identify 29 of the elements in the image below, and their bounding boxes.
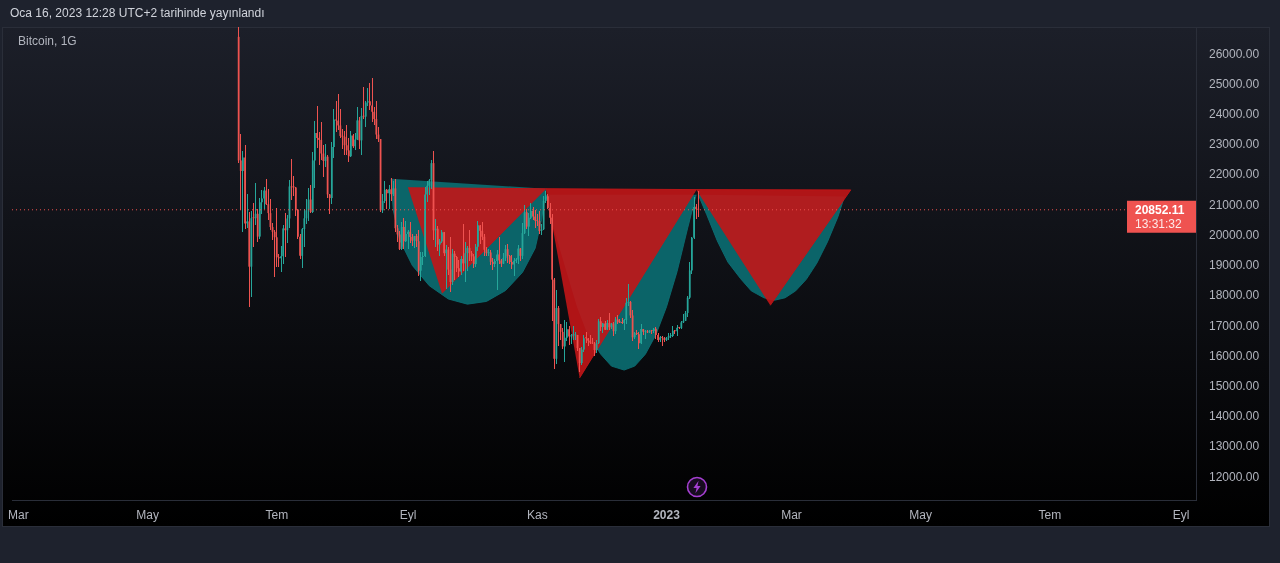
y-tick-label: 20000.00 bbox=[1209, 227, 1260, 242]
y-tick-label: 17000.00 bbox=[1209, 318, 1260, 333]
x-tick-label: Tem bbox=[265, 507, 289, 522]
x-tick-label: May bbox=[909, 507, 932, 522]
x-tick-label: Tem bbox=[1038, 507, 1062, 522]
x-tick-label: Mar bbox=[8, 507, 29, 522]
x-tick-label: May bbox=[136, 507, 159, 522]
y-tick-label: 26000.00 bbox=[1209, 46, 1260, 61]
x-tick-label: Kas bbox=[526, 507, 548, 522]
x-tick-label: Eyl bbox=[399, 507, 417, 522]
y-tick-label: 13000.00 bbox=[1209, 439, 1260, 454]
text: Oca 16, 2023 12:28 UTC+2 tarihinde yayınlandı bbox=[10, 6, 265, 20]
ref-line-label: 20852.11 bbox=[1135, 203, 1185, 218]
y-tick-label: 15000.00 bbox=[1209, 378, 1260, 393]
y-tick-label: 18000.00 bbox=[1209, 288, 1260, 303]
y-tick-label: 23000.00 bbox=[1209, 137, 1260, 152]
x-tick-label: 2023 bbox=[653, 507, 681, 522]
y-tick-label: 21000.00 bbox=[1209, 197, 1260, 212]
annotation: 13:31:32 bbox=[1135, 217, 1183, 232]
y-tick-label: 19000.00 bbox=[1209, 258, 1260, 273]
y-tick-label: 25000.00 bbox=[1209, 76, 1260, 91]
y-tick-label: 24000.00 bbox=[1209, 106, 1260, 121]
y-tick-label: 12000.00 bbox=[1209, 469, 1260, 484]
y-tick-label: 16000.00 bbox=[1209, 348, 1260, 363]
y-tick-label: 22000.00 bbox=[1209, 167, 1260, 182]
x-tick-label: Eyl bbox=[1172, 507, 1190, 522]
x-tick-label: Mar bbox=[781, 507, 802, 522]
y-tick-label: 14000.00 bbox=[1209, 409, 1260, 424]
text: Bitcoin, 1G bbox=[18, 34, 77, 48]
